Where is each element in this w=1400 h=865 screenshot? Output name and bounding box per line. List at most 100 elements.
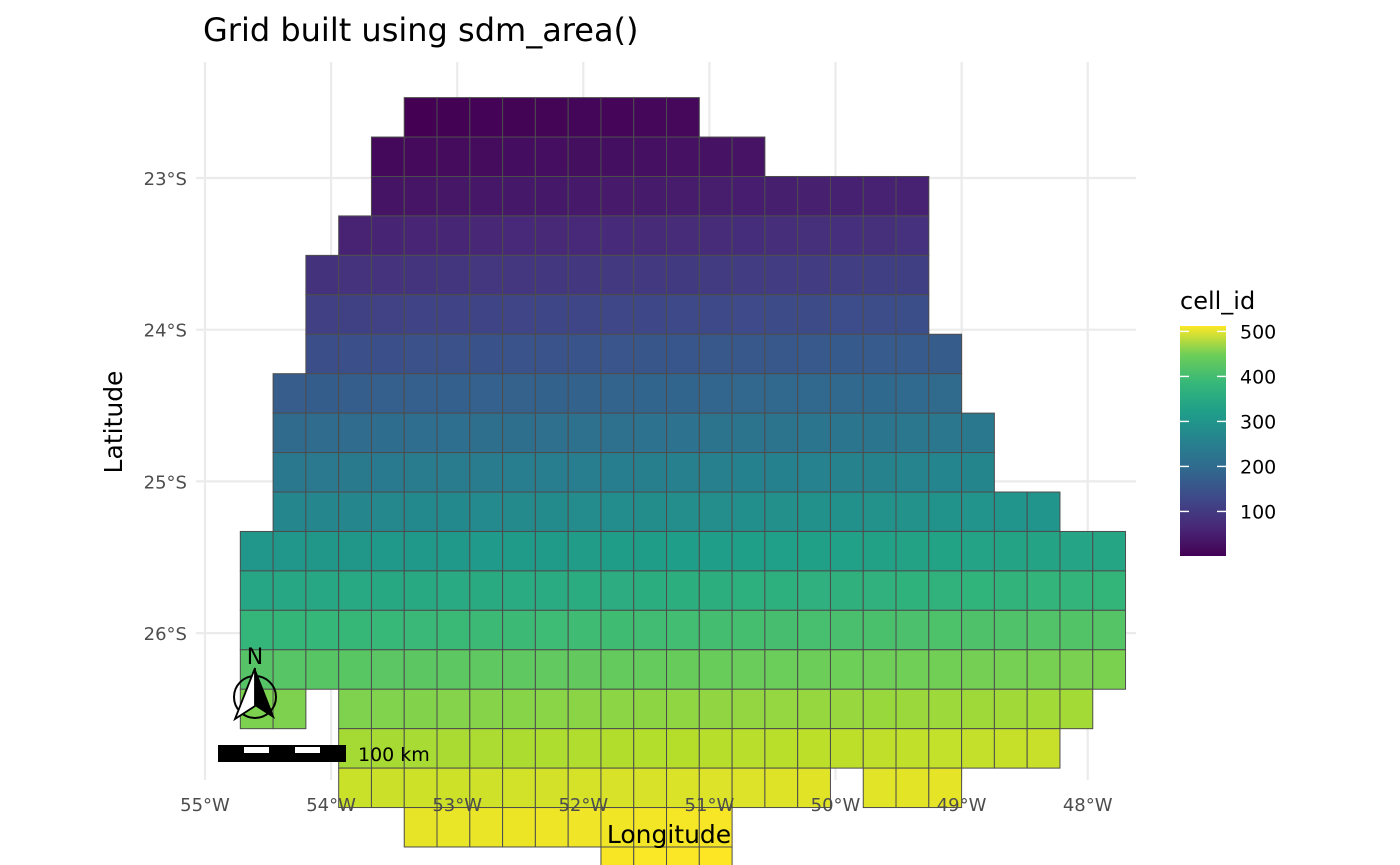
grid-cell bbox=[1092, 570, 1127, 611]
grid-cell bbox=[698, 609, 733, 651]
grid-cell bbox=[862, 530, 897, 572]
grid-cell bbox=[829, 452, 864, 493]
grid-cell bbox=[600, 728, 635, 769]
grid-cell bbox=[633, 807, 668, 848]
x-axis-title: Longitude bbox=[607, 820, 731, 849]
grid-cell bbox=[895, 412, 930, 454]
grid-cell bbox=[403, 452, 438, 493]
grid-cell bbox=[338, 452, 372, 493]
grid-cell bbox=[829, 570, 864, 611]
grid-cell bbox=[239, 530, 274, 572]
grid-cell bbox=[797, 728, 831, 769]
grid-cell bbox=[502, 175, 536, 217]
grid-cell bbox=[993, 609, 1028, 651]
grid-cell bbox=[436, 609, 471, 651]
grid-cell bbox=[698, 688, 733, 730]
grid-cell bbox=[698, 136, 733, 177]
grid-cell bbox=[534, 609, 569, 651]
grid-cell bbox=[731, 767, 766, 809]
grid-cell bbox=[1059, 609, 1094, 651]
grid-cell bbox=[567, 333, 602, 375]
grid-cell bbox=[272, 530, 307, 572]
grid-cell bbox=[1059, 570, 1094, 611]
grid-cell bbox=[403, 175, 438, 217]
scale-bar-label: 100 km bbox=[358, 744, 430, 766]
legend-ticks: 100 200 300 400 500 bbox=[1180, 321, 1276, 523]
grid-cell bbox=[600, 570, 635, 611]
grid-cell bbox=[1026, 570, 1061, 611]
x-tick-label: 51°W bbox=[685, 795, 735, 816]
grid-cell bbox=[305, 530, 340, 572]
y-axis-title: Latitude bbox=[99, 371, 128, 474]
grid-cell bbox=[895, 333, 930, 375]
grid-cell bbox=[862, 649, 897, 690]
grid-cell bbox=[534, 491, 569, 532]
grid-cell bbox=[370, 333, 405, 375]
grid-cell bbox=[272, 649, 307, 690]
grid-cell bbox=[338, 412, 372, 454]
grid-cell bbox=[370, 215, 405, 256]
grid-cell bbox=[403, 373, 438, 414]
grid-cell bbox=[895, 530, 930, 572]
grid-cell bbox=[370, 491, 405, 532]
north-arrow-left-half bbox=[233, 667, 256, 722]
grid-cell bbox=[1059, 688, 1094, 730]
grid-cell bbox=[502, 452, 536, 493]
grid-cell bbox=[436, 333, 471, 375]
grid-cell bbox=[502, 688, 536, 730]
grid-cell bbox=[797, 215, 831, 256]
grid-cell bbox=[600, 412, 635, 454]
grid-cell bbox=[633, 570, 668, 611]
north-arrow-right-half bbox=[255, 668, 275, 719]
grid-cell bbox=[862, 333, 897, 375]
grid-cell bbox=[829, 530, 864, 572]
grid-cell bbox=[436, 215, 471, 256]
grid-cell bbox=[1092, 609, 1127, 651]
grid-cell bbox=[928, 491, 963, 532]
grid-cell bbox=[731, 333, 766, 375]
grid-cell bbox=[370, 136, 405, 177]
grid-cell bbox=[567, 254, 602, 296]
grid-cell bbox=[666, 609, 700, 651]
grid-cell bbox=[633, 373, 668, 414]
grid-cell bbox=[534, 530, 569, 572]
grid-cell bbox=[797, 254, 831, 296]
grid-cell bbox=[403, 530, 438, 572]
x-tick-label: 50°W bbox=[811, 795, 861, 816]
grid-cell bbox=[797, 570, 831, 611]
grid-cell bbox=[1026, 609, 1061, 651]
grid-cell bbox=[600, 846, 635, 865]
grid-cell bbox=[469, 136, 504, 177]
grid-cell bbox=[403, 688, 438, 730]
grid-cell bbox=[895, 215, 930, 256]
grid-cell bbox=[370, 688, 405, 730]
grid-cell bbox=[403, 215, 438, 256]
grid-cell bbox=[928, 570, 963, 611]
grid-cell bbox=[797, 175, 831, 217]
grid-cell bbox=[797, 373, 831, 414]
grid-cell bbox=[862, 688, 897, 730]
grid-cell bbox=[436, 373, 471, 414]
grid-cell bbox=[239, 570, 274, 611]
grid-cell bbox=[469, 215, 504, 256]
grid-cell bbox=[698, 570, 733, 611]
grid-cell bbox=[272, 412, 307, 454]
grid-cell bbox=[797, 530, 831, 572]
grid-cell bbox=[567, 649, 602, 690]
grid-cell bbox=[502, 807, 536, 848]
grid-cell bbox=[534, 136, 569, 177]
grid-cell bbox=[698, 412, 733, 454]
grid-cell bbox=[338, 254, 372, 296]
grid-cell bbox=[600, 254, 635, 296]
x-tick-label: 53°W bbox=[432, 795, 482, 816]
grid-cell bbox=[633, 767, 668, 809]
grid-cell bbox=[666, 649, 700, 690]
grid-cell bbox=[829, 294, 864, 335]
grid-cell bbox=[895, 570, 930, 611]
grid-cell bbox=[502, 373, 536, 414]
grid-cell bbox=[469, 294, 504, 335]
legend-tick-label: 300 bbox=[1240, 411, 1276, 433]
grid-cell bbox=[633, 97, 668, 138]
grid-cell bbox=[469, 97, 504, 138]
grid-cell bbox=[600, 530, 635, 572]
